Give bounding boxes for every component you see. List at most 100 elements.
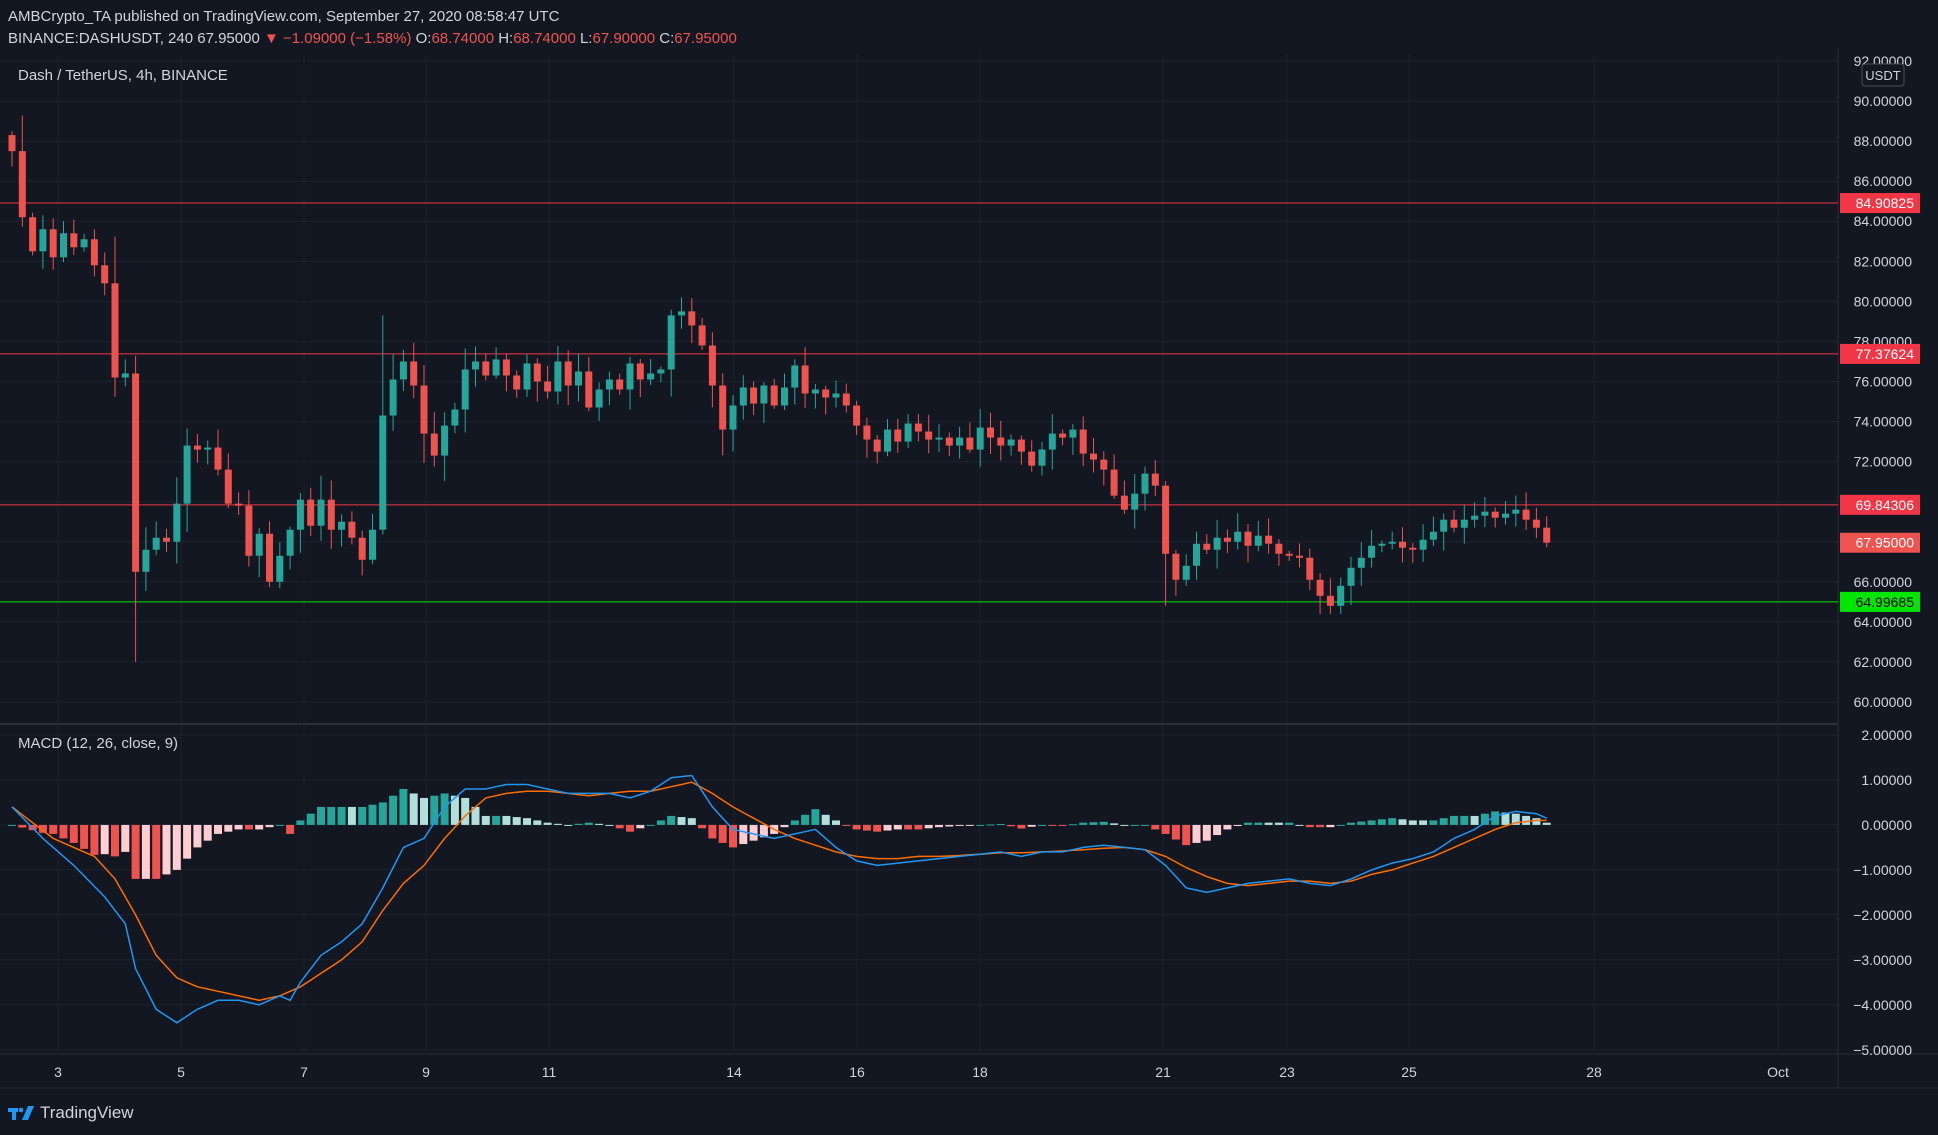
macd-histogram-bar xyxy=(553,823,562,825)
candle xyxy=(1017,435,1025,465)
candle xyxy=(183,428,191,532)
candle xyxy=(554,345,562,405)
candle-body xyxy=(1028,451,1036,466)
candle xyxy=(348,511,356,545)
candle xyxy=(111,236,119,397)
candle-body xyxy=(945,437,953,446)
candle-body xyxy=(1316,579,1324,596)
candle xyxy=(678,297,685,329)
candle-body xyxy=(1059,433,1067,438)
candle-body xyxy=(214,447,222,470)
macd-histogram-bar xyxy=(1151,824,1160,830)
candle xyxy=(1460,505,1468,544)
macd-histogram-bar xyxy=(1460,815,1469,825)
price-change: −1.09000 (−1.58%) xyxy=(283,30,412,47)
tradingview-brand[interactable]: TradingView xyxy=(8,1103,134,1123)
candle-body xyxy=(904,423,912,442)
candle-body xyxy=(1048,433,1056,450)
macd-histogram-bar xyxy=(1470,815,1479,825)
macd-histogram-bar xyxy=(677,817,686,825)
candle-body xyxy=(1368,545,1376,558)
macd-histogram-bar xyxy=(667,815,676,825)
macd-histogram-bar xyxy=(1254,822,1263,825)
candle xyxy=(523,354,531,397)
candle-body xyxy=(286,529,294,556)
candle-body xyxy=(1532,519,1540,528)
macd-pane-title[interactable]: MACD (12, 26, close, 9) xyxy=(18,735,179,752)
price-tick-label: 82.00000 xyxy=(1854,253,1913,269)
candle-body xyxy=(894,429,902,442)
macd-histogram-bar xyxy=(1192,824,1201,843)
macd-histogram-bar xyxy=(1511,813,1520,825)
time-tick-label: 28 xyxy=(1586,1064,1602,1080)
candle xyxy=(1100,451,1108,486)
macd-histogram-bar xyxy=(265,824,274,828)
candle-body xyxy=(183,445,191,504)
macd-histogram-bar xyxy=(1377,819,1386,825)
candle xyxy=(1213,519,1221,569)
macd-histogram-bar xyxy=(801,814,810,825)
macd-histogram-bar xyxy=(38,824,47,833)
candle-body xyxy=(739,387,747,406)
candle-body xyxy=(575,371,582,386)
open-label: O: xyxy=(415,30,432,47)
candle xyxy=(8,131,16,167)
candle xyxy=(1244,524,1252,563)
candle xyxy=(1491,507,1499,528)
candle-body xyxy=(1337,585,1345,606)
candle xyxy=(101,252,109,296)
candle-body xyxy=(513,375,521,390)
candle xyxy=(1378,540,1386,553)
candle-body xyxy=(204,447,212,450)
down-arrow-icon: ▼ xyxy=(263,30,279,47)
macd-tick-label: 0.00000 xyxy=(1861,817,1912,833)
candle xyxy=(1306,548,1314,591)
candle-body xyxy=(358,537,366,560)
macd-histogram-bar xyxy=(389,795,398,825)
candle xyxy=(1419,524,1427,562)
macd-histogram-bar xyxy=(193,824,202,848)
macd-histogram-bar xyxy=(1264,822,1273,825)
candle xyxy=(1162,480,1170,606)
candle-body xyxy=(235,503,243,506)
candle-body xyxy=(327,499,335,530)
macd-histogram-bar xyxy=(1233,824,1242,827)
macd-histogram-bar xyxy=(1450,815,1458,825)
candle-body xyxy=(1203,543,1211,550)
candle-body xyxy=(255,533,263,556)
macd-histogram-bar xyxy=(945,824,954,827)
macd-histogram-bar xyxy=(615,824,624,829)
price-tick-label: 80.00000 xyxy=(1854,293,1913,309)
macd-histogram-bar xyxy=(718,824,727,843)
macd-histogram-bar xyxy=(935,824,943,828)
price-tick-label: 66.00000 xyxy=(1854,574,1913,590)
candle xyxy=(698,317,706,351)
candle-body xyxy=(39,229,47,252)
publish-text: AMBCrypto_TA published on TradingView.co… xyxy=(8,8,560,25)
candle xyxy=(873,435,881,464)
macd-histogram-bar xyxy=(821,814,830,825)
macd-histogram-bar xyxy=(1336,824,1345,826)
level-tag-resistance-3: 69.84306 xyxy=(1840,494,1920,515)
candle xyxy=(708,332,716,408)
candle-body xyxy=(616,379,624,390)
candle-body xyxy=(111,283,119,378)
candle xyxy=(1337,577,1345,614)
candle xyxy=(472,346,479,387)
time-tick-label: 18 xyxy=(972,1064,988,1080)
candle-body xyxy=(956,437,964,446)
symbol-label[interactable]: BINANCE:DASHUSDT, 240 xyxy=(8,30,194,47)
candle xyxy=(1007,434,1015,456)
candle-body xyxy=(379,415,387,530)
time-tick-label: 25 xyxy=(1401,1064,1417,1080)
candle-body xyxy=(173,503,181,542)
candle xyxy=(18,115,26,227)
main-pane-title[interactable]: Dash / TetherUS, 4h, BINANCE xyxy=(18,67,228,84)
macd-histogram-bar xyxy=(152,824,161,879)
candle-body xyxy=(101,265,109,284)
open-value: 68.74000 xyxy=(431,30,495,47)
candle xyxy=(1502,500,1509,525)
candle xyxy=(1388,531,1396,550)
